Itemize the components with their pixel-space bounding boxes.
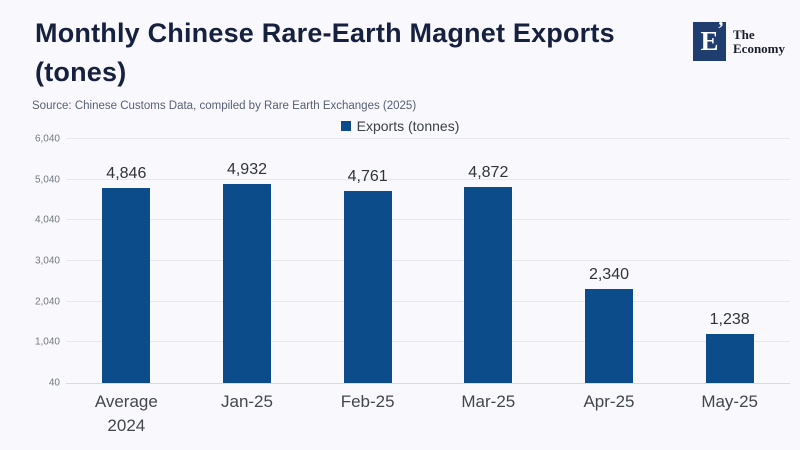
- logo-e-letter: E: [700, 26, 719, 56]
- bar-slot: 4,932: [187, 139, 308, 383]
- bar-value-label: 2,340: [588, 266, 630, 284]
- the-economy-logo: E ’ The Economy: [693, 18, 785, 61]
- bar-slot: 4,872: [428, 139, 549, 383]
- y-tick-label: 3,040: [34, 255, 60, 267]
- logo-wordmark: The Economy: [733, 26, 785, 56]
- logo-accent-icon: ’: [717, 18, 724, 40]
- plot-area: 4,846 4,932 4,761 4,872 2,340 1,238: [66, 138, 790, 384]
- y-tick-label: 40: [48, 377, 60, 389]
- chart-title: Monthly Chinese Rare-Earth Magnet Export…: [35, 14, 615, 92]
- y-tick-label: 6,040: [34, 133, 60, 145]
- x-axis: Average 2024 Jan-25 Feb-25 Mar-25 Apr-25 May-…: [66, 390, 790, 442]
- x-tick: Mar-25: [428, 390, 549, 442]
- legend-label: Exports (tonnes): [356, 118, 460, 134]
- x-tick-label: Mar-25: [461, 392, 516, 411]
- x-tick-label: Average 2024: [94, 392, 158, 435]
- bar-average-2024: [102, 187, 151, 383]
- bar-value-label: 4,761: [347, 168, 388, 186]
- chart-legend: Exports (tonnes): [0, 118, 800, 134]
- bar-feb-25: [343, 191, 392, 383]
- legend-marker-icon: [340, 121, 351, 131]
- bar-value-label: 4,872: [468, 163, 509, 181]
- gridline: [66, 219, 790, 221]
- bar-jan-25: [222, 184, 271, 383]
- x-tick: May-25: [669, 390, 790, 442]
- y-tick-label: 4,040: [34, 214, 60, 226]
- source-caption: Source: Chinese Customs Data, compiled b…: [32, 100, 417, 112]
- bar-may-25: [705, 334, 754, 383]
- gridline: [66, 300, 790, 302]
- gridline: [66, 178, 790, 180]
- chart-title-line2: (tones): [35, 57, 127, 87]
- bar-slot: 1,238: [669, 139, 790, 383]
- x-tick-label: Jan-25: [220, 392, 273, 411]
- y-tick-label: 5,040: [34, 174, 60, 186]
- gridline: [66, 260, 790, 261]
- bar-slot: 4,761: [307, 139, 428, 383]
- chart-title-line1: Monthly Chinese Rare-Earth Magnet Export…: [35, 18, 615, 48]
- x-tick: Jan-25: [187, 390, 308, 442]
- x-tick-label: Apr-25: [583, 392, 635, 411]
- bar-value-label: 4,846: [106, 164, 147, 182]
- x-tick: Feb-25: [307, 390, 428, 442]
- gridline: [66, 138, 790, 139]
- bar-slot: 2,340: [549, 139, 670, 383]
- y-tick-label: 2,040: [34, 296, 60, 308]
- bar-slot: 4,846: [66, 139, 187, 383]
- x-tick-label: Feb-25: [340, 392, 395, 411]
- bar-mar-25: [464, 186, 513, 383]
- y-tick-label: 1,040: [34, 336, 60, 348]
- y-axis: 40 1,040 2,040 3,040 4,040 5,040 6,040: [0, 134, 60, 389]
- x-tick-label: May-25: [701, 392, 758, 411]
- gridline: [66, 341, 790, 343]
- bar-value-label: 4,932: [226, 161, 268, 179]
- x-tick: Apr-25: [549, 390, 670, 442]
- x-tick: Average 2024: [66, 390, 187, 442]
- bar-apr-25: [584, 289, 633, 383]
- logo-e-mark: E ’: [693, 18, 726, 61]
- bar-value-label: 1,238: [709, 311, 750, 329]
